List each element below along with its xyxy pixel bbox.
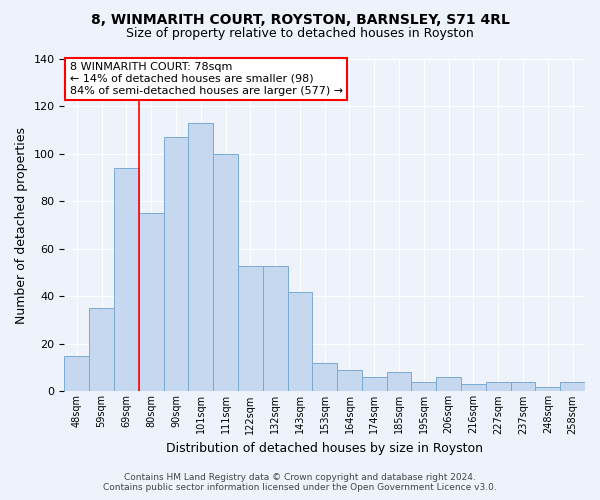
Bar: [511, 382, 535, 392]
Bar: [287, 292, 313, 392]
Bar: [535, 386, 560, 392]
Bar: [313, 363, 337, 392]
Bar: [560, 382, 585, 392]
Bar: [362, 377, 386, 392]
X-axis label: Distribution of detached houses by size in Royston: Distribution of detached houses by size …: [166, 442, 483, 455]
Bar: [436, 377, 461, 392]
Bar: [89, 308, 114, 392]
Bar: [139, 214, 164, 392]
Text: 8, WINMARITH COURT, ROYSTON, BARNSLEY, S71 4RL: 8, WINMARITH COURT, ROYSTON, BARNSLEY, S…: [91, 12, 509, 26]
Text: Contains HM Land Registry data © Crown copyright and database right 2024.
Contai: Contains HM Land Registry data © Crown c…: [103, 473, 497, 492]
Bar: [461, 384, 486, 392]
Bar: [263, 266, 287, 392]
Bar: [486, 382, 511, 392]
Bar: [238, 266, 263, 392]
Bar: [114, 168, 139, 392]
Bar: [386, 372, 412, 392]
Bar: [337, 370, 362, 392]
Bar: [164, 138, 188, 392]
Bar: [188, 123, 213, 392]
Text: Size of property relative to detached houses in Royston: Size of property relative to detached ho…: [126, 28, 474, 40]
Text: 8 WINMARITH COURT: 78sqm
← 14% of detached houses are smaller (98)
84% of semi-d: 8 WINMARITH COURT: 78sqm ← 14% of detach…: [70, 62, 343, 96]
Y-axis label: Number of detached properties: Number of detached properties: [15, 126, 28, 324]
Bar: [412, 382, 436, 392]
Bar: [64, 356, 89, 392]
Bar: [213, 154, 238, 392]
